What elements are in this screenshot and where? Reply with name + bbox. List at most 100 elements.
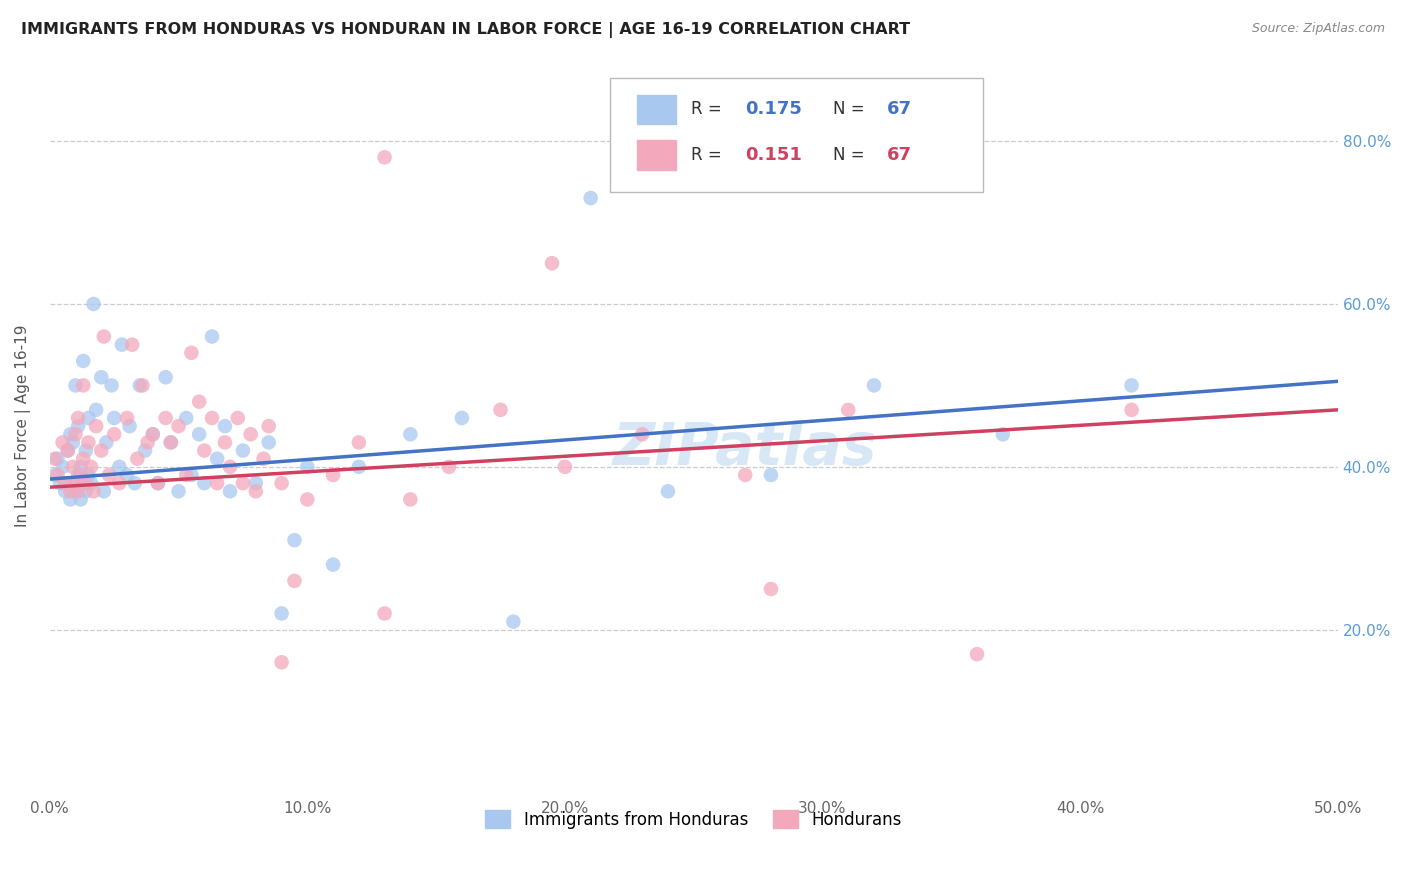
Text: IMMIGRANTS FROM HONDURAS VS HONDURAN IN LABOR FORCE | AGE 16-19 CORRELATION CHAR: IMMIGRANTS FROM HONDURAS VS HONDURAN IN … — [21, 22, 910, 38]
Immigrants from Honduras — [129, 378, 152, 392]
Immigrants from Honduras — [118, 419, 141, 434]
Hondurans — [67, 484, 90, 499]
Hondurans — [159, 435, 181, 450]
Immigrants from Honduras — [103, 411, 125, 425]
Hondurans — [121, 337, 143, 351]
Immigrants from Honduras — [657, 484, 679, 499]
Immigrants from Honduras — [59, 427, 82, 442]
Hondurans — [554, 459, 576, 474]
Hondurans — [69, 468, 91, 483]
Immigrants from Honduras — [59, 492, 82, 507]
Text: R =: R = — [692, 146, 727, 164]
Immigrants from Honduras — [180, 468, 202, 483]
Hondurans — [136, 435, 159, 450]
Hondurans — [80, 459, 103, 474]
Hondurans — [108, 476, 131, 491]
Immigrants from Honduras — [77, 411, 100, 425]
Immigrants from Honduras — [232, 443, 254, 458]
Hondurans — [62, 459, 84, 474]
Hondurans — [180, 346, 202, 360]
Hondurans — [90, 443, 112, 458]
Immigrants from Honduras — [49, 476, 72, 491]
Hondurans — [245, 484, 267, 499]
Immigrants from Honduras — [75, 443, 97, 458]
Immigrants from Honduras — [201, 329, 224, 343]
Hondurans — [83, 484, 105, 499]
Immigrants from Honduras — [297, 459, 319, 474]
Immigrants from Honduras — [159, 435, 181, 450]
Hondurans — [541, 256, 564, 270]
Hondurans — [283, 574, 305, 588]
Immigrants from Honduras — [96, 435, 118, 450]
Hondurans — [115, 411, 138, 425]
Hondurans — [232, 476, 254, 491]
Bar — [637, 140, 676, 169]
Hondurans — [759, 582, 782, 596]
Hondurans — [214, 435, 236, 450]
Hondurans — [252, 451, 274, 466]
Immigrants from Honduras — [322, 558, 344, 572]
Hondurans — [127, 451, 149, 466]
Hondurans — [219, 459, 242, 474]
Hondurans — [67, 411, 90, 425]
Immigrants from Honduras — [72, 476, 94, 491]
Hondurans — [270, 656, 292, 670]
Hondurans — [201, 411, 224, 425]
Immigrants from Honduras — [72, 354, 94, 368]
Hondurans — [239, 427, 262, 442]
Hondurans — [72, 451, 94, 466]
Immigrants from Honduras — [155, 370, 177, 384]
Immigrants from Honduras — [62, 476, 84, 491]
Hondurans — [270, 476, 292, 491]
Hondurans — [226, 411, 249, 425]
Immigrants from Honduras — [93, 484, 115, 499]
Immigrants from Honduras — [115, 468, 138, 483]
Hondurans — [65, 427, 87, 442]
Immigrants from Honduras — [134, 443, 156, 458]
Hondurans — [93, 329, 115, 343]
Hondurans — [188, 394, 211, 409]
Immigrants from Honduras — [69, 492, 91, 507]
Hondurans — [59, 484, 82, 499]
Immigrants from Honduras — [46, 451, 69, 466]
Hondurans — [437, 459, 460, 474]
Hondurans — [837, 402, 859, 417]
Immigrants from Honduras — [451, 411, 474, 425]
Immigrants from Honduras — [1121, 378, 1143, 392]
Hondurans — [146, 476, 169, 491]
Immigrants from Honduras — [270, 607, 292, 621]
Text: Source: ZipAtlas.com: Source: ZipAtlas.com — [1251, 22, 1385, 36]
Immigrants from Honduras — [167, 484, 190, 499]
Hondurans — [966, 647, 988, 661]
Hondurans — [65, 476, 87, 491]
Immigrants from Honduras — [219, 484, 242, 499]
Immigrants from Honduras — [124, 476, 146, 491]
Hondurans — [322, 468, 344, 483]
Hondurans — [72, 378, 94, 392]
Hondurans — [257, 419, 280, 434]
Immigrants from Honduras — [75, 484, 97, 499]
Immigrants from Honduras — [62, 435, 84, 450]
Hondurans — [52, 435, 75, 450]
Immigrants from Honduras — [65, 378, 87, 392]
FancyBboxPatch shape — [610, 78, 983, 192]
Immigrants from Honduras — [100, 378, 122, 392]
Immigrants from Honduras — [205, 451, 228, 466]
Immigrants from Honduras — [146, 476, 169, 491]
Immigrants from Honduras — [83, 297, 105, 311]
Hondurans — [734, 468, 756, 483]
Text: N =: N = — [832, 101, 870, 119]
Immigrants from Honduras — [759, 468, 782, 483]
Immigrants from Honduras — [502, 615, 524, 629]
Hondurans — [155, 411, 177, 425]
Hondurans — [167, 419, 190, 434]
Immigrants from Honduras — [108, 459, 131, 474]
Hondurans — [374, 607, 396, 621]
Immigrants from Honduras — [863, 378, 886, 392]
Text: N =: N = — [832, 146, 870, 164]
Immigrants from Honduras — [188, 427, 211, 442]
Immigrants from Honduras — [991, 427, 1014, 442]
Hondurans — [174, 468, 197, 483]
Hondurans — [193, 443, 215, 458]
Hondurans — [46, 468, 69, 483]
